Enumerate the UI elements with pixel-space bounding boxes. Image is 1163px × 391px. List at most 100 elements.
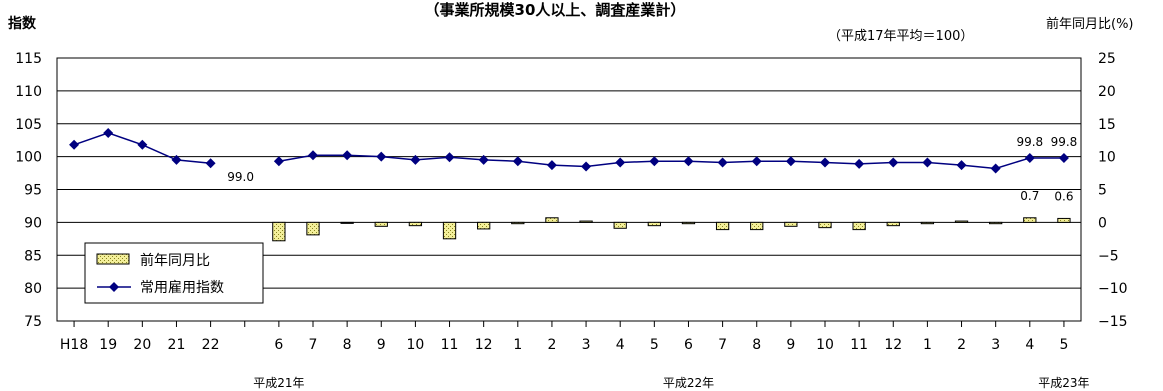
yoy-bar	[340, 221, 354, 224]
year-group-label: 平成21年	[253, 376, 304, 390]
x-tick-label: 8	[752, 337, 761, 353]
right-tick-label: −10	[1098, 281, 1128, 297]
index-point	[854, 158, 865, 169]
right-tick-label: 15	[1098, 117, 1116, 133]
yoy-bar	[818, 221, 832, 229]
x-tick-label: 2	[957, 337, 966, 353]
yoy-bar	[681, 221, 696, 225]
index-line	[69, 127, 1069, 174]
x-tick-label: 8	[343, 337, 352, 353]
x-tick-label: 1	[923, 337, 932, 353]
x-tick-label: 4	[616, 337, 625, 353]
right-tick-label: 5	[1098, 183, 1107, 199]
yoy-bar	[1057, 217, 1071, 223]
left-tick-label: 105	[15, 117, 42, 133]
index-point	[785, 156, 796, 167]
index-point	[546, 160, 557, 171]
x-tick-label: 5	[650, 337, 659, 353]
x-tick-label: 10	[406, 337, 424, 353]
yoy-bar	[1023, 217, 1037, 223]
index-point	[1024, 152, 1035, 163]
index-point	[376, 151, 387, 162]
plot-area	[56, 57, 1082, 322]
yoy-bar	[647, 221, 661, 227]
yoy-bar	[272, 221, 286, 242]
yoy-bar	[477, 221, 491, 230]
index-point	[1058, 152, 1069, 163]
data-label: 99.8	[1016, 135, 1043, 149]
x-tick-label: 12	[884, 337, 902, 353]
yoy-bar	[886, 221, 900, 227]
index-point	[137, 139, 148, 150]
left-tick-label: 90	[24, 215, 42, 231]
x-tick-label: 2	[547, 337, 556, 353]
index-point	[922, 157, 933, 168]
data-label: 0.6	[1054, 189, 1073, 203]
year-group-label: 平成23年	[1038, 376, 1089, 390]
yoy-bar	[511, 221, 525, 225]
right-tick-label: 20	[1098, 84, 1116, 100]
yoy-bar	[374, 221, 388, 227]
x-tick-label: 6	[274, 337, 283, 353]
right-tick-label: −5	[1098, 248, 1119, 264]
legend-label-yoy: 前年同月比	[140, 252, 210, 269]
x-tick-label: 7	[718, 337, 727, 353]
yoy-bar	[579, 220, 593, 223]
x-tick-label: 12	[475, 337, 493, 353]
index-point	[69, 139, 80, 150]
x-tick-label: 21	[168, 337, 186, 353]
index-point	[956, 160, 967, 171]
left-tick-label: 115	[15, 51, 42, 67]
index-point	[512, 156, 523, 167]
index-point	[103, 127, 114, 138]
left-tick-label: 100	[15, 150, 42, 166]
yoy-bar	[852, 221, 866, 231]
x-tick-label: 7	[309, 337, 318, 353]
yoy-bar	[750, 221, 764, 231]
x-tick-label: 3	[991, 337, 1000, 353]
index-point	[205, 158, 216, 169]
index-point	[342, 150, 353, 161]
x-tick-label: 10	[816, 337, 834, 353]
x-tick-label: H18	[60, 337, 88, 353]
x-tick-label: 5	[1059, 337, 1068, 353]
index-point	[308, 150, 318, 161]
x-tick-label: 6	[684, 337, 693, 353]
yoy-bars	[272, 217, 1071, 242]
legend-box	[84, 242, 264, 304]
x-tick-label: 9	[786, 337, 795, 353]
axis-labels: 7580859095100105110115−15−10−50510152025…	[15, 51, 1127, 390]
index-point	[581, 161, 592, 172]
index-point	[273, 156, 284, 167]
x-tick-label: 22	[202, 337, 220, 353]
index-point	[717, 157, 728, 168]
right-tick-label: −15	[1098, 314, 1128, 330]
data-label: 0.7	[1020, 189, 1039, 203]
right-tick-label: 0	[1098, 215, 1107, 231]
left-tick-label: 95	[24, 183, 42, 199]
yoy-bar	[613, 221, 627, 229]
right-tick-label: 10	[1098, 150, 1116, 166]
yoy-bar	[784, 221, 798, 227]
index-line-segment	[278, 154, 1064, 170]
left-tick-label: 80	[24, 281, 42, 297]
legend-swatch-index-marker	[109, 282, 119, 292]
x-tick-label: 1	[513, 337, 522, 353]
data-label: 99.0	[227, 170, 254, 184]
legend-label-index: 常用雇用指数	[140, 279, 224, 296]
x-tick-label: 9	[377, 337, 386, 353]
index-point	[990, 163, 1001, 174]
year-group-label: 平成22年	[663, 376, 714, 390]
x-tick-label: 4	[1025, 337, 1034, 353]
left-axis-title: 指数	[8, 15, 37, 32]
yoy-bar	[954, 220, 969, 223]
base-year-note: （平成17年平均＝100）	[828, 29, 973, 44]
yoy-bar	[442, 221, 457, 240]
legend: 前年同月比 常用雇用指数	[84, 242, 264, 304]
yoy-bar	[989, 221, 1003, 225]
x-tick-label: 11	[850, 337, 868, 353]
data-labels: 99.0 99.8 99.8 0.7 0.6	[227, 135, 1077, 203]
yoy-bar	[545, 217, 559, 223]
x-tick-label: 19	[99, 337, 117, 353]
